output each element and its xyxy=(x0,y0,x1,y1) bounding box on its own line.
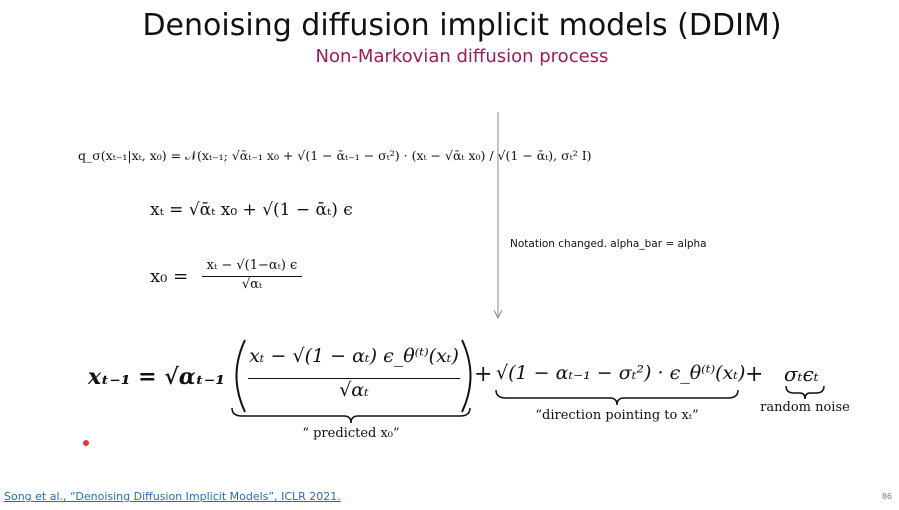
page-number: 86 xyxy=(881,492,892,501)
x0-denominator: √αₜ xyxy=(202,276,302,292)
update-numerator: xₜ − √(1 − αₜ) ϵ_θ⁽ᵗ⁾(xₜ) xyxy=(249,345,459,367)
paren xyxy=(235,339,246,413)
title: Denoising diffusion implicit models (DDI… xyxy=(142,8,782,43)
posterior-equation: q_σ(xₜ₋₁|xₜ, x₀) = 𝒩(xₜ₋₁; √ᾱₜ₋₁ x₀ + √(… xyxy=(78,148,592,163)
x0-numerator: xₜ − √(1−αₜ) ϵ xyxy=(206,258,298,273)
plus: + xyxy=(745,362,764,387)
brace-label: “direction pointing to xₜ” xyxy=(535,408,699,423)
subtitle: Non-Markovian diffusion process xyxy=(315,46,609,67)
direction-term: √(1 − αₜ₋₁ − σₜ²) · ϵ_θ⁽ᵗ⁾(xₜ) xyxy=(496,362,746,384)
paren xyxy=(461,339,472,413)
brace xyxy=(785,385,825,400)
citation: Song et al., “Denoising Diffusion Implic… xyxy=(4,490,341,503)
pointer-dot xyxy=(83,440,89,446)
brace-label: random noise xyxy=(760,400,850,415)
update-denominator: √αₜ xyxy=(248,378,460,401)
brace-label: “ predicted x₀” xyxy=(302,426,400,441)
x0-lhs: x₀ = xyxy=(150,266,189,287)
arrow-head xyxy=(493,309,503,320)
plus: + xyxy=(474,362,493,387)
update-lhs: xₜ₋₁ = √αₜ₋₁ xyxy=(88,364,226,390)
brace xyxy=(495,389,739,406)
noise-term: σₜϵₜ xyxy=(784,362,819,386)
note: Notation changed. alpha_bar = alpha xyxy=(510,238,707,250)
forward-equation: xₜ = √ᾱₜ x₀ + √(1 − ᾱₜ) ϵ xyxy=(150,200,353,220)
brace xyxy=(231,407,471,424)
